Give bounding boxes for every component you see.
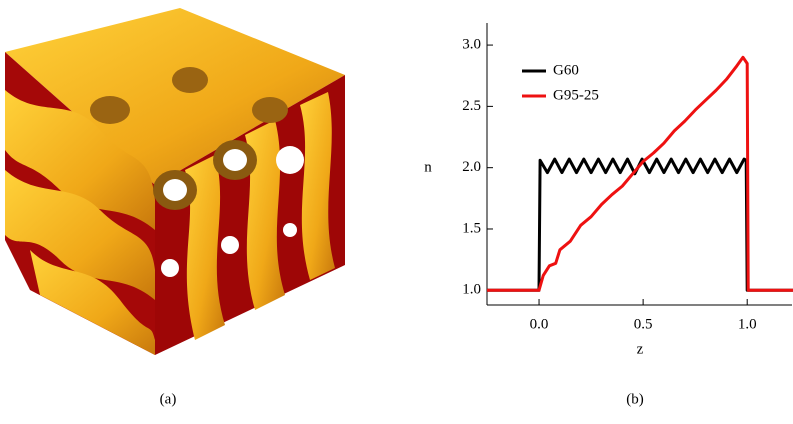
figure: (a) (b) z n 1.0 1.5 2.0 2.5 3.0 0.0 0.5 1.0 G60 G…	[0, 0, 793, 419]
x-tick-label: 0.0	[530, 316, 549, 332]
y-tick-label: 2.5	[462, 98, 481, 114]
legend-label: G95-25	[553, 87, 599, 103]
y-tick-label: 3.0	[462, 37, 481, 53]
caption: (a)	[160, 391, 177, 407]
gyroid-render	[5, 8, 345, 355]
legend-label: G60	[553, 62, 579, 78]
y-tick-label: 2.0	[462, 159, 481, 175]
x-axis-label: z	[637, 341, 644, 357]
caption: (b)	[626, 391, 644, 407]
y-tick-label: 1.5	[462, 220, 481, 236]
x-tick-label: 1.0	[738, 316, 757, 332]
y-axis-label: n	[424, 159, 432, 175]
data-line	[487, 57, 793, 290]
x-tick-label: 0.5	[634, 316, 653, 332]
y-tick-label: 1.0	[462, 282, 481, 298]
